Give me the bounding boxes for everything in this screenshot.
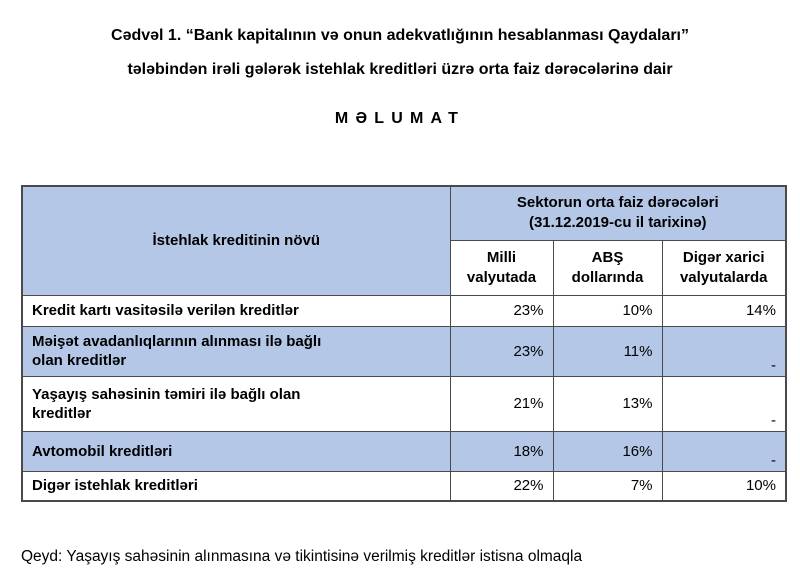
rate-cell: 7%: [552, 470, 663, 502]
info-heading: MƏLUMAT: [334, 110, 466, 127]
rate-cell: -: [661, 430, 787, 472]
rate-cell: 23%: [449, 325, 554, 377]
table-header-row: İstehlak kreditinin növü Sektorun orta f…: [21, 185, 787, 296]
row-label: Avtomobil kreditləri: [21, 430, 451, 472]
column-header-credit-type: İstehlak kreditinin növü: [21, 185, 451, 296]
column-group-header-sector-rates: Sektorun orta faiz dərəcələri (31.12.201…: [449, 185, 787, 241]
rate-cell: -: [661, 325, 787, 377]
rates-table: İstehlak kreditinin növü Sektorun orta f…: [21, 185, 787, 502]
document-title: Cədvəl 1. “Bank kapitalının və onun adek…: [0, 0, 800, 79]
table-row: Yaşayış sahəsinin təmiri ilə bağlı olan …: [21, 375, 787, 432]
column-header-usd: ABŞ dollarında: [552, 239, 663, 296]
row-label: Digər istehlak kreditləri: [21, 470, 451, 502]
rate-cell: 23%: [449, 294, 554, 327]
table-row: Digər istehlak kreditləri 22% 7% 10%: [21, 470, 787, 502]
rate-cell: 10%: [661, 470, 787, 502]
table-row: Kredit kartı vasitəsilə verilən kreditlə…: [21, 294, 787, 327]
rate-cell: 16%: [552, 430, 663, 472]
rate-cell: 21%: [449, 375, 554, 432]
rate-cell: 18%: [449, 430, 554, 472]
page-title-line1: Cədvəl 1. “Bank kapitalının və onun adek…: [111, 27, 689, 44]
rate-cell: 11%: [552, 325, 663, 377]
page-title-line2: tələbindən irəli gələrək istehlak kredit…: [127, 61, 673, 78]
rate-cell: 14%: [661, 294, 787, 327]
table-row: Məişət avadanlıqlarının alınması ilə bağ…: [21, 325, 787, 377]
column-header-other-currencies: Digər xarici valyutalarda: [661, 239, 787, 296]
row-label: Kredit kartı vasitəsilə verilən kreditlə…: [21, 294, 451, 327]
footnote: Qeyd: Yaşayış sahəsinin alınmasına və ti…: [21, 548, 583, 565]
table-row: Avtomobil kreditləri 18% 16% -: [21, 430, 787, 472]
table-subheader-row: Milli valyutada ABŞ dollarında Digər xar…: [22, 239, 787, 296]
row-label: Yaşayış sahəsinin təmiri ilə bağlı olan …: [21, 375, 451, 432]
rate-cell: 13%: [552, 375, 663, 432]
column-header-national-currency: Milli valyutada: [449, 239, 554, 296]
rate-cell: 10%: [552, 294, 663, 327]
rate-cell: 22%: [449, 470, 554, 502]
row-label: Məişət avadanlıqlarının alınması ilə bağ…: [21, 325, 451, 377]
rate-cell: -: [661, 375, 787, 432]
